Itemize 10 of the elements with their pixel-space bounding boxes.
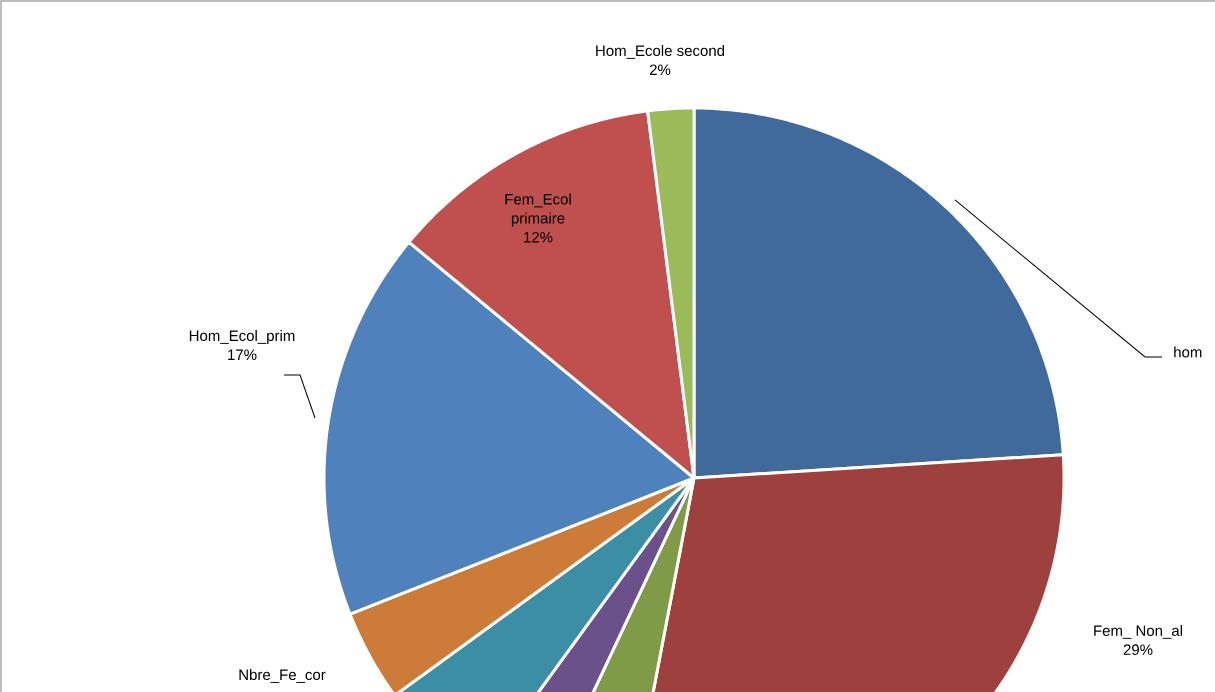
slice-label: Hom_Ecole second bbox=[596, 45, 725, 59]
data-label: 12% bbox=[524, 231, 553, 243]
slice-label: hom bbox=[1174, 346, 1202, 358]
slice-label: Fem_ Non_al bbox=[1094, 624, 1182, 639]
slice-label: Fem_Ecol primaire bbox=[505, 193, 571, 227]
data-label: 29% bbox=[1123, 644, 1153, 655]
data-label: 2% bbox=[649, 64, 671, 75]
data-label: 17% bbox=[228, 349, 257, 360]
slice-label: Hom_Ecol_prim bbox=[189, 330, 295, 344]
slice-label: Nbre_Fe_cor bbox=[239, 669, 326, 683]
